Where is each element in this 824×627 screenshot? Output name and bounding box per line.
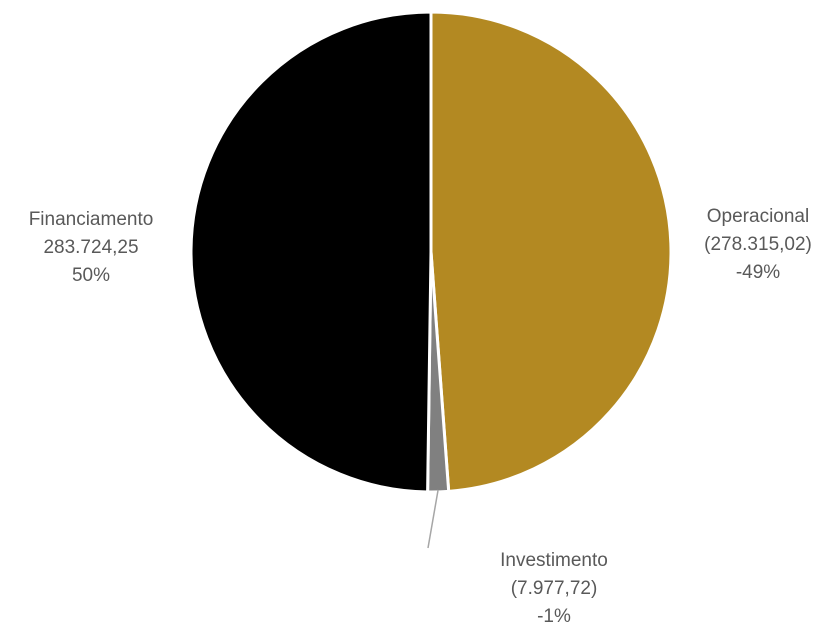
data-label-investimento: Investimento (7.977,72) -1% bbox=[500, 550, 608, 627]
data-label-category: Investimento bbox=[500, 550, 608, 571]
leader-line-investimento bbox=[427, 489, 439, 549]
data-label-category: Financiamento bbox=[29, 209, 154, 230]
data-label-financiamento: Financiamento 283.724,25 50% bbox=[29, 209, 154, 286]
pie-slice-operacional bbox=[429, 10, 673, 493]
data-label-value: 283.724,25 bbox=[43, 237, 138, 258]
data-label-category: Operacional bbox=[707, 206, 809, 227]
data-label-operacional: Operacional (278.315,02) -49% bbox=[704, 206, 812, 283]
data-label-percent: -49% bbox=[736, 262, 780, 283]
data-label-value: (7.977,72) bbox=[511, 578, 598, 599]
data-label-percent: 50% bbox=[72, 265, 110, 286]
data-label-percent: -1% bbox=[537, 606, 571, 627]
data-label-value: (278.315,02) bbox=[704, 234, 812, 255]
pie-slice-financiamento bbox=[189, 10, 433, 494]
